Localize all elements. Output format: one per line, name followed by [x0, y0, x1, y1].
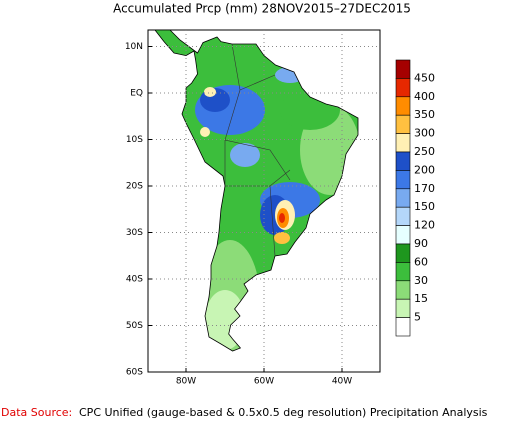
- colorbar-label: 5: [414, 311, 421, 324]
- colorbar-box: [395, 262, 411, 282]
- colorbar-box: [395, 225, 411, 245]
- colorbar: 450 400 350 300 250 200 170 150 120 90 60 30 15 5: [395, 59, 435, 337]
- colorbar-label: 60: [414, 255, 428, 268]
- lat-label: 10S: [126, 135, 143, 145]
- lon-label: 80W: [176, 377, 196, 387]
- colorbar-box: [395, 298, 411, 318]
- lat-label: 10N: [125, 42, 143, 52]
- lat-label: EQ: [130, 89, 143, 99]
- lat-label: 20S: [126, 182, 143, 192]
- colorbar-box: [395, 59, 411, 79]
- lon-label: 60W: [254, 377, 274, 387]
- colorbar-label: 150: [414, 200, 435, 213]
- colorbar-label: 200: [414, 163, 435, 176]
- colorbar-label: 400: [414, 90, 435, 103]
- graticule: [148, 30, 380, 372]
- colorbar-box: [395, 170, 411, 190]
- colorbar-box: [395, 188, 411, 208]
- source-text: CPC Unified (gauge-based & 0.5x0.5 deg r…: [79, 406, 488, 419]
- borders: [224, 43, 291, 257]
- colorbar-label: 15: [414, 292, 428, 305]
- colorbar-label: 90: [414, 237, 428, 250]
- lat-label: 60S: [126, 368, 143, 378]
- colorbar-box: [395, 96, 411, 116]
- map-title: Accumulated Prcp (mm) 28NOV2015–27DEC201…: [113, 2, 411, 16]
- colorbar-box: [395, 206, 411, 226]
- colorbar-box: [395, 243, 411, 263]
- colorbar-box: [395, 280, 411, 300]
- colorbar-label: 250: [414, 145, 435, 158]
- colorbar-label: 450: [414, 71, 435, 84]
- lat-label: 40S: [126, 275, 143, 285]
- colorbar-label: 120: [414, 219, 435, 232]
- colorbar-label: 170: [414, 182, 435, 195]
- colorbar-box: [395, 114, 411, 134]
- lat-label: 50S: [126, 321, 143, 331]
- colorbar-label: 30: [414, 274, 428, 287]
- colorbar-box: [395, 78, 411, 98]
- colorbar-label: 350: [414, 108, 435, 121]
- colorbar-label: 300: [414, 127, 435, 140]
- lon-label: 40W: [332, 377, 352, 387]
- colorbar-box: [395, 133, 411, 153]
- colorbar-box: [395, 317, 411, 337]
- colorbar-box: [395, 151, 411, 171]
- source-label: Data Source:: [1, 406, 72, 419]
- lat-label: 30S: [126, 228, 143, 238]
